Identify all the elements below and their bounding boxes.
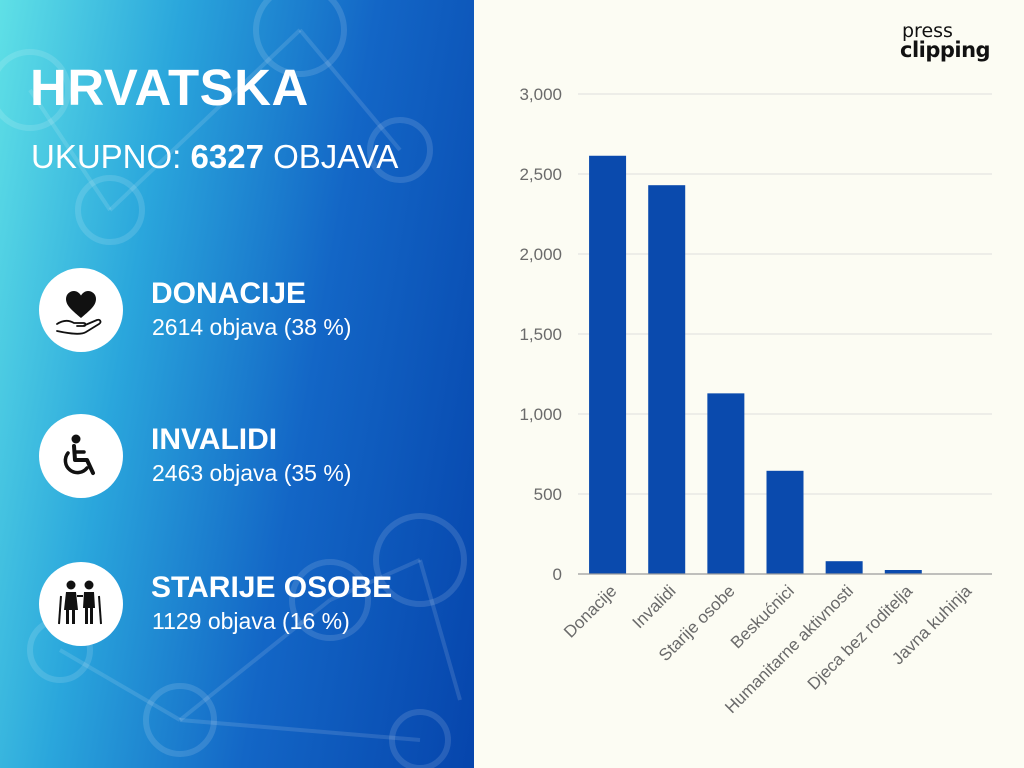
y-tick-label: 0 bbox=[553, 565, 562, 584]
chart-panel bbox=[474, 0, 1024, 768]
stat-label: DONACIJE bbox=[151, 277, 307, 310]
x-tick-label: Invalidi bbox=[629, 581, 680, 632]
elderly-couple-icon bbox=[58, 580, 102, 625]
stat-detail: 2614 objava (38 %) bbox=[152, 314, 352, 340]
stat-starije-osobe: STARIJE OSOBE 1129 objava (16 %) bbox=[39, 562, 459, 648]
stat-label: STARIJE OSOBE bbox=[151, 571, 393, 604]
x-tick-label: Donacije bbox=[560, 581, 620, 641]
stat-detail: 2463 objava (35 %) bbox=[152, 460, 352, 486]
summary-panel: HRVATSKA UKUPNO: 6327 OBJAVA DONACIJE 26… bbox=[0, 0, 474, 768]
bar bbox=[825, 561, 863, 574]
logo-line-1: press bbox=[902, 20, 953, 42]
bar bbox=[766, 470, 804, 574]
page-title: HRVATSKA bbox=[30, 59, 309, 116]
logo-line-2: clipping bbox=[900, 38, 991, 62]
y-tick-label: 3,000 bbox=[519, 85, 562, 104]
stat-icon-circle bbox=[39, 414, 123, 498]
y-tick-label: 500 bbox=[534, 485, 562, 504]
bar-chart: 0 500 1,000 1,500 2,000 2,500 3,000 Donacije Inv… bbox=[519, 85, 992, 717]
bar bbox=[589, 155, 627, 574]
y-tick-label: 2,500 bbox=[519, 165, 562, 184]
y-tick-label: 2,000 bbox=[519, 245, 562, 264]
stat-invalidi: INVALIDI 2463 objava (35 %) bbox=[39, 414, 459, 500]
y-tick-label: 1,500 bbox=[519, 325, 562, 344]
stat-icon-circle bbox=[39, 562, 123, 646]
bar bbox=[707, 393, 745, 574]
stat-icon-circle bbox=[39, 268, 123, 352]
bar bbox=[648, 185, 686, 574]
bar bbox=[884, 570, 922, 574]
x-tick-label: Djeca bez roditelja bbox=[804, 581, 917, 694]
heart-hand-icon bbox=[56, 291, 102, 335]
press-clipping-logo: press clipping bbox=[898, 20, 994, 64]
wheelchair-icon bbox=[63, 434, 95, 475]
stat-label: INVALIDI bbox=[151, 423, 278, 456]
stat-donacije: DONACIJE 2614 objava (38 %) bbox=[39, 268, 459, 354]
total-posts-line: UKUPNO: 6327 OBJAVA bbox=[31, 138, 398, 176]
total-count: 6327 bbox=[190, 138, 264, 175]
stat-detail: 1129 objava (16 %) bbox=[152, 608, 350, 634]
total-prefix: UKUPNO: bbox=[31, 138, 182, 175]
total-suffix: OBJAVA bbox=[273, 138, 399, 175]
y-tick-label: 1,000 bbox=[519, 405, 562, 424]
